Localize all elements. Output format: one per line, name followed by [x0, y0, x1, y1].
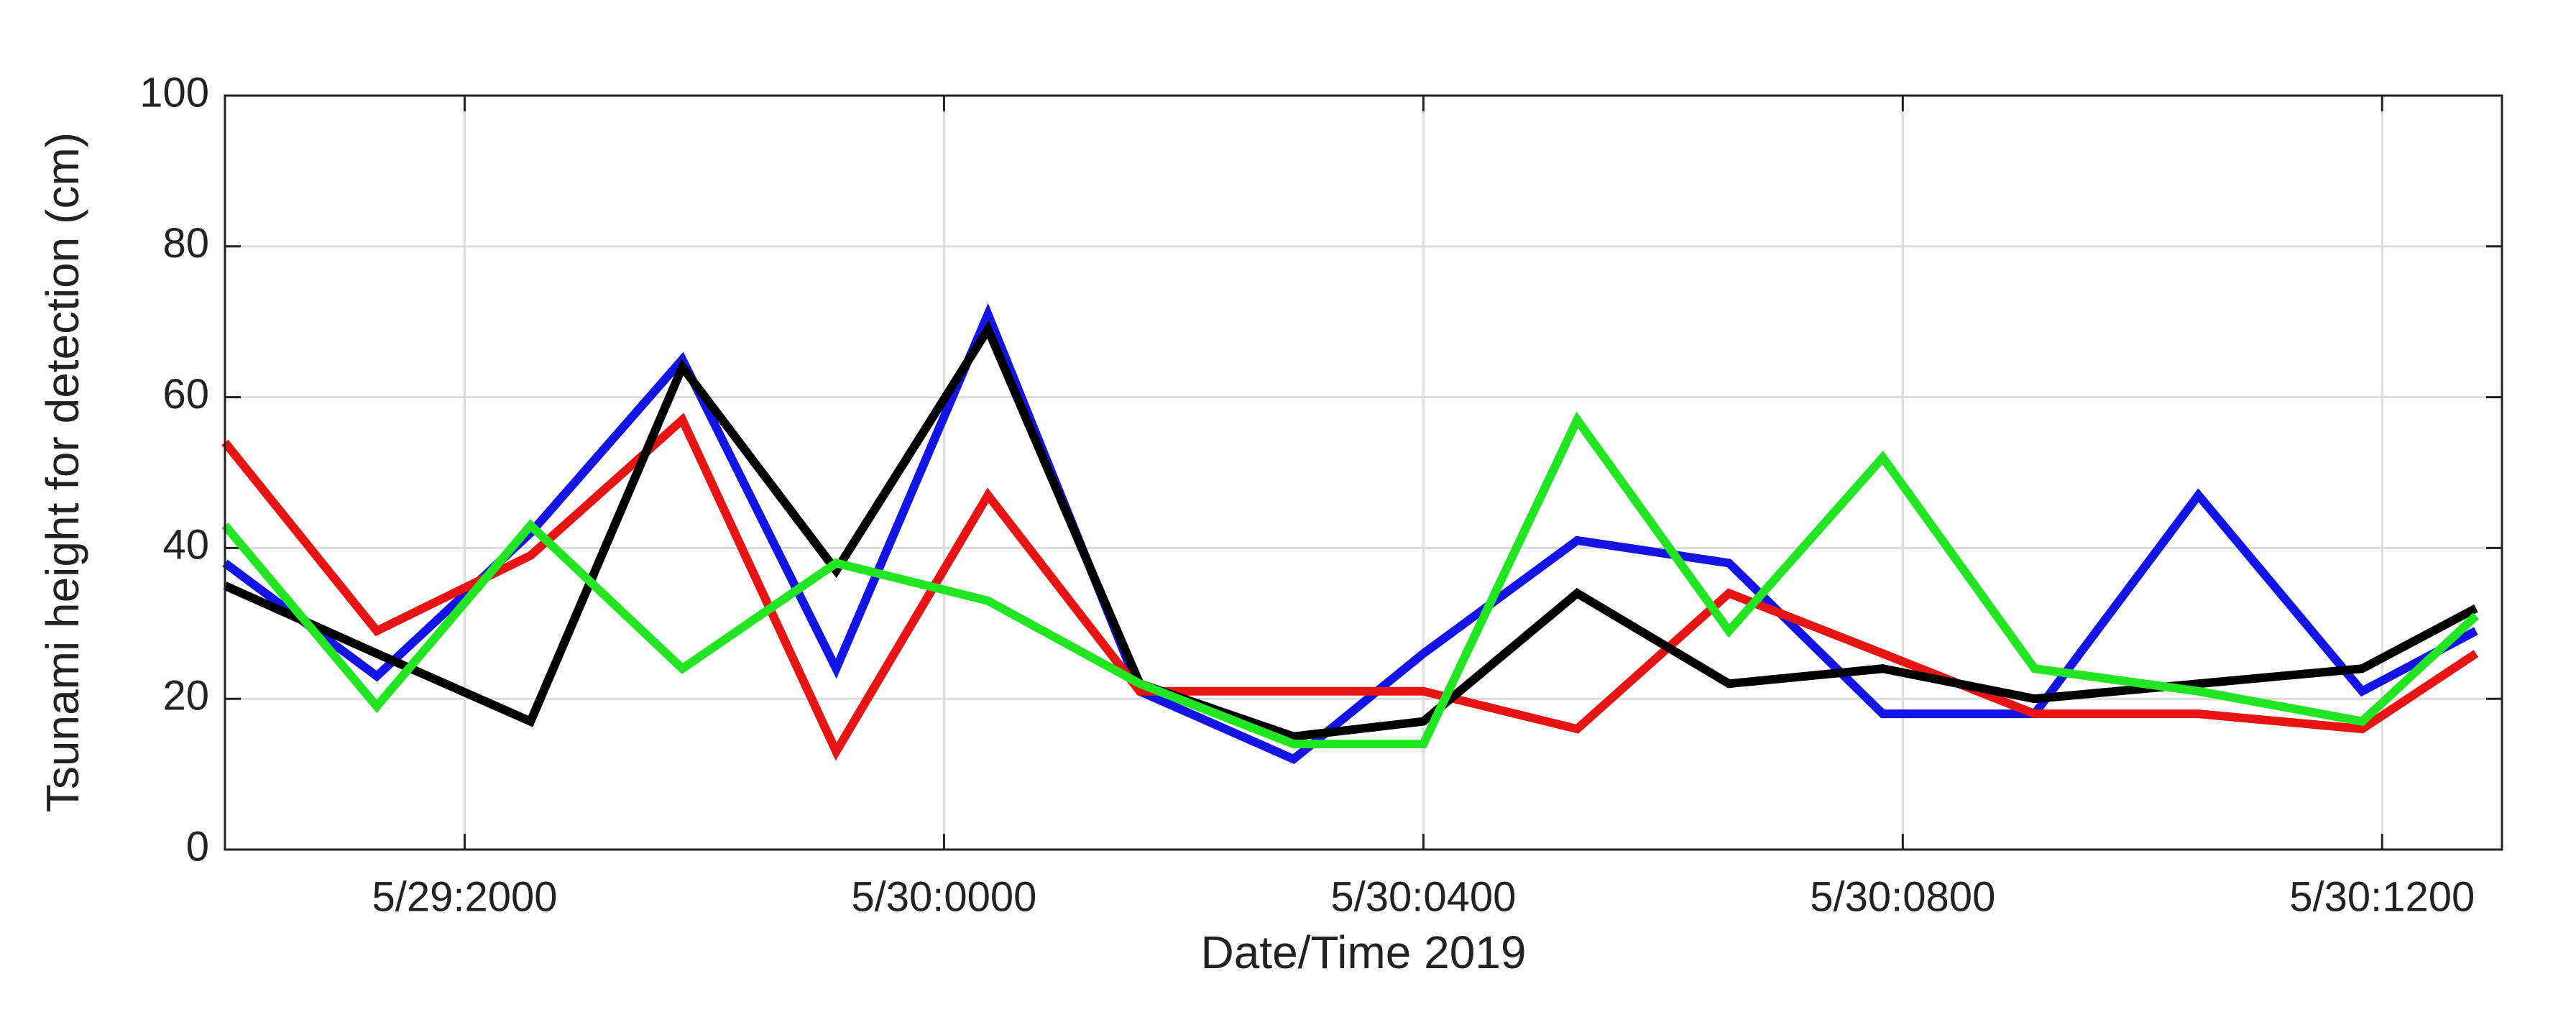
y-tick-label: 60 — [162, 371, 209, 418]
x-tick-label: 5/30:0800 — [1810, 873, 1995, 920]
data-line — [222, 303, 2478, 765]
x-tick-label: 5/29:2000 — [372, 873, 557, 920]
y-axis-label: Tsunami height for detection (cm) — [37, 132, 88, 812]
y-tick-label: 100 — [139, 69, 209, 116]
x-tick-label: 5/30:0400 — [1330, 873, 1516, 920]
data-line — [221, 413, 2479, 761]
y-tick-label: 80 — [162, 220, 209, 267]
y-tick-label: 20 — [162, 673, 209, 719]
plot-frame — [224, 94, 2503, 851]
data-line — [223, 320, 2478, 741]
x-tick-label: 5/30:0000 — [851, 873, 1036, 920]
y-tick-label: 40 — [162, 522, 209, 569]
x-axis-label: Date/Time 2019 — [1201, 926, 1527, 978]
x-tick-label: 5/30:1200 — [2289, 873, 2475, 920]
data-line — [221, 411, 2479, 749]
y-tick-label: 0 — [186, 823, 209, 870]
